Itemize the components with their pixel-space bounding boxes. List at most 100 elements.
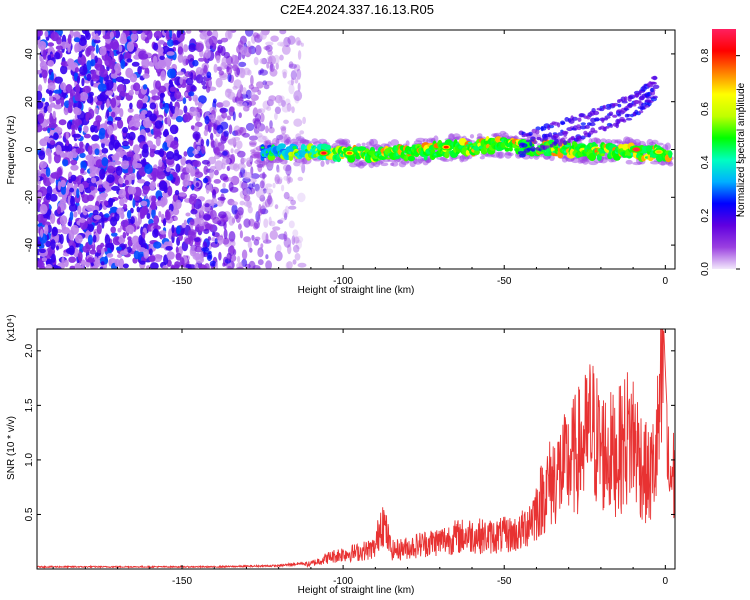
noise-blob <box>215 77 223 88</box>
noise-blob <box>110 216 118 227</box>
noise-blob <box>137 179 146 184</box>
noise-blob <box>49 112 53 124</box>
noise-blob <box>220 37 229 43</box>
noise-blob <box>287 196 294 202</box>
noise-blob <box>166 51 175 56</box>
noise-blob <box>102 181 110 189</box>
noise-blob <box>246 157 253 163</box>
snr-x-axis-label: Height of straight line (km) <box>298 585 415 596</box>
noise-blob <box>201 247 210 252</box>
noise-blob <box>149 102 157 110</box>
noise-blob <box>238 112 242 119</box>
noise-blob <box>257 259 264 266</box>
noise-blob <box>44 224 49 236</box>
noise-blob <box>94 107 99 115</box>
noise-blob <box>285 262 289 269</box>
noise-blob <box>56 206 62 215</box>
noise-blob <box>78 51 83 58</box>
noise-blob <box>146 213 151 220</box>
spectral-peak <box>321 151 327 155</box>
noise-blob <box>227 138 236 145</box>
noise-blob <box>268 95 277 102</box>
branch-blob <box>612 102 619 107</box>
noise-blob <box>74 92 81 102</box>
noise-blob <box>277 219 284 224</box>
branch-blob <box>592 110 600 116</box>
noise-blob <box>114 62 122 74</box>
noise-blob <box>37 90 43 101</box>
noise-blob <box>205 184 210 194</box>
noise-blob <box>282 71 287 79</box>
noise-blob <box>132 158 138 170</box>
noise-blob <box>243 194 251 202</box>
noise-blob <box>153 228 159 235</box>
noise-blob <box>203 165 209 175</box>
noise-blob <box>131 235 140 246</box>
noise-blob <box>201 145 206 155</box>
noise-blob <box>214 147 220 155</box>
noise-blob <box>252 32 259 38</box>
band-halo-blob <box>595 138 601 144</box>
noise-blob <box>136 206 140 213</box>
noise-blob <box>259 69 269 76</box>
noise-blob <box>106 120 113 125</box>
noise-blob <box>141 57 150 69</box>
noise-blob <box>236 100 245 107</box>
noise-blob <box>104 234 111 246</box>
noise-blob <box>54 52 61 60</box>
x-tick-label: -100 <box>333 576 353 587</box>
noise-blob <box>274 112 278 121</box>
noise-blob <box>275 138 280 144</box>
snr-y-multiplier: (x10⁴) <box>6 314 17 341</box>
branch-blob <box>638 100 642 103</box>
noise-blob <box>153 254 163 263</box>
noise-blob <box>188 196 197 205</box>
spectrogram-panel: -150 -100 -50 0 -40 -20 0 20 40 Height of strai… <box>6 29 676 296</box>
branch-blob <box>548 132 553 138</box>
noise-blob <box>253 56 259 66</box>
noise-blob <box>82 245 91 253</box>
noise-blob <box>243 171 253 180</box>
noise-blob <box>176 71 185 76</box>
band-halo-blob <box>549 154 555 162</box>
noise-blob <box>37 30 42 37</box>
band-blob <box>494 136 502 143</box>
noise-blob <box>268 192 272 201</box>
noise-blob <box>283 191 290 200</box>
noise-blob <box>286 173 291 185</box>
noise-blob <box>169 124 179 135</box>
noise-blob <box>223 130 229 137</box>
noise-blob <box>259 58 266 65</box>
noise-blob <box>140 200 148 207</box>
noise-blob <box>92 209 99 217</box>
noise-blob <box>101 247 105 255</box>
branch-blob <box>588 122 596 127</box>
noise-blob <box>110 226 116 234</box>
noise-blob <box>272 226 281 231</box>
noise-blob <box>232 85 238 90</box>
noise-blob <box>181 222 187 228</box>
branch-blob <box>521 143 528 148</box>
noise-blob <box>140 32 146 41</box>
noise-blob <box>257 89 262 96</box>
noise-blob <box>254 113 261 122</box>
noise-blob <box>86 194 95 202</box>
noise-blob <box>116 119 124 129</box>
band-core-blob <box>508 146 513 152</box>
noise-blob <box>127 107 134 113</box>
noise-blob <box>302 116 306 125</box>
noise-blob <box>186 30 192 34</box>
noise-blob <box>175 115 184 123</box>
noise-blob <box>39 161 48 169</box>
noise-blob <box>176 225 181 235</box>
noise-blob <box>268 216 272 226</box>
noise-blob <box>109 31 114 39</box>
signal-peaks <box>317 143 665 157</box>
noise-blob <box>136 247 146 252</box>
noise-blob <box>175 163 181 173</box>
noise-blob <box>230 148 234 154</box>
noise-blob <box>238 61 247 67</box>
noise-blob <box>80 168 85 174</box>
noise-blob <box>243 218 251 228</box>
